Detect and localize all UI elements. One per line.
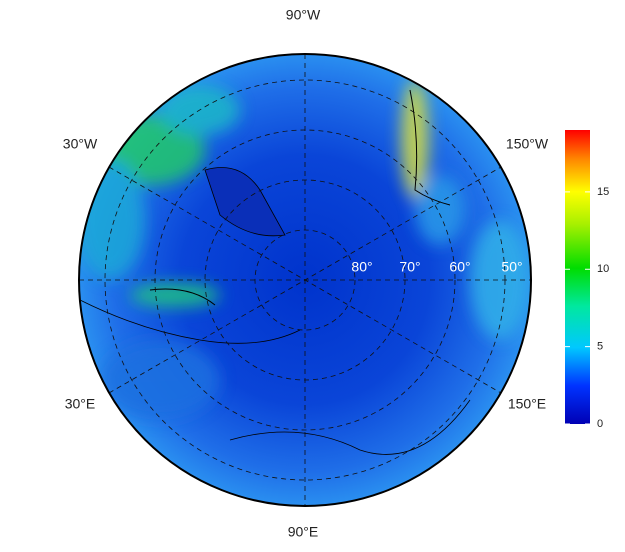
longitude-label: 150°W	[506, 136, 549, 152]
graticule	[79, 54, 531, 506]
latitude-label: 50°	[501, 259, 522, 275]
latitude-label: 80°	[351, 259, 372, 275]
longitude-label: 90°W	[286, 7, 321, 23]
latitude-label: 60°	[449, 259, 470, 275]
longitude-label: 90°E	[288, 524, 319, 540]
colorbar-tick-label: 15	[597, 186, 609, 198]
colorbar-ticks: 0 5 10 15	[565, 186, 609, 430]
longitude-label: 30°W	[63, 136, 98, 152]
longitude-label: 30°E	[65, 396, 96, 412]
map-border	[78, 53, 532, 507]
colorbar-tick-label: 5	[597, 341, 603, 353]
colorbar	[565, 130, 590, 424]
longitude-label: 150°E	[508, 396, 546, 412]
colorbar-tick-label: 0	[597, 418, 603, 430]
latitude-label: 70°	[399, 259, 420, 275]
colorbar-tick-label: 10	[597, 263, 609, 275]
